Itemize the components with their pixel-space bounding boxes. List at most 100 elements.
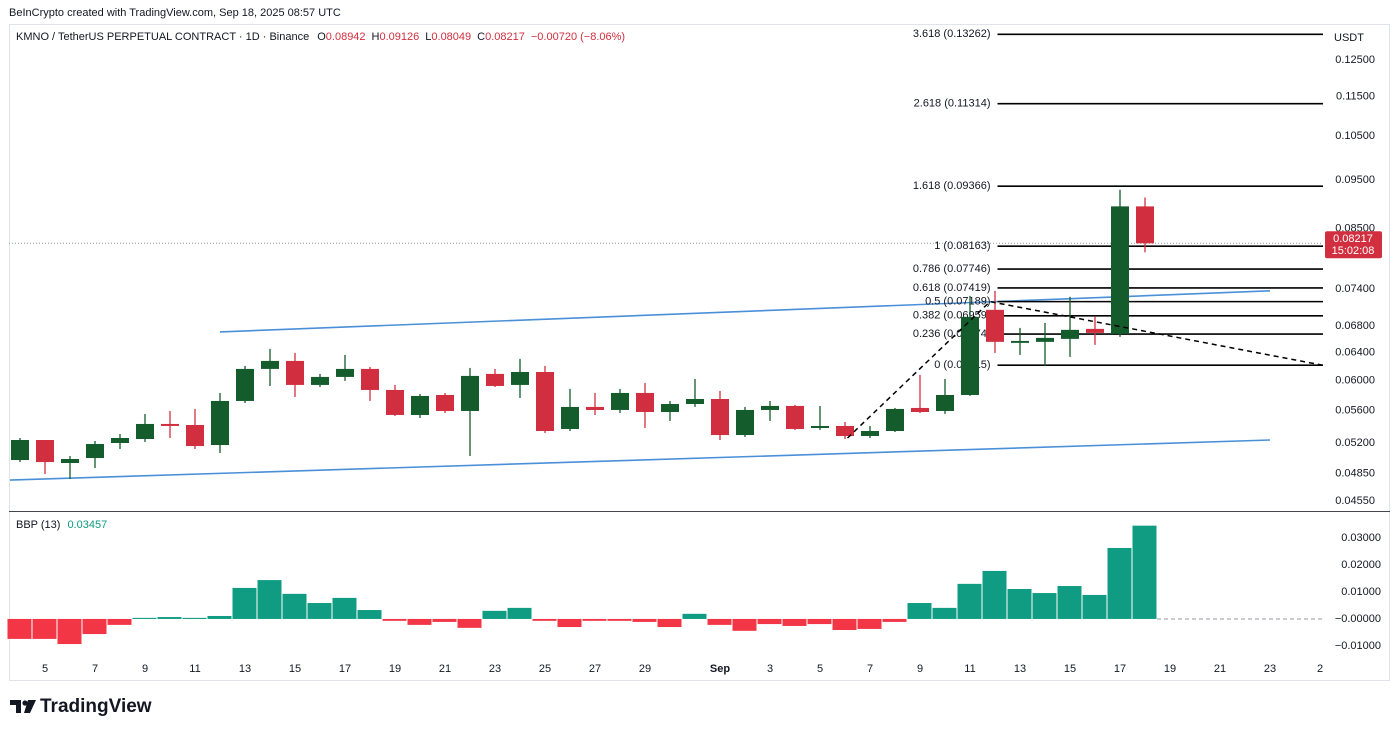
- candle-body: [411, 395, 429, 415]
- x-tick-label: 21: [439, 663, 451, 675]
- frame: [9, 24, 1390, 681]
- x-tick-label: 13: [239, 663, 251, 675]
- x-tick-label: 13: [1014, 663, 1026, 675]
- candle-body: [836, 425, 854, 437]
- bbp-bar: [182, 617, 207, 619]
- bbp-bar: [1057, 586, 1082, 619]
- x-tick-label: 25: [539, 663, 551, 675]
- bbp-tick-label: 0.03000: [1341, 532, 1381, 544]
- x-tick-label: 5: [42, 663, 48, 675]
- candle-body: [111, 438, 129, 444]
- candle-body: [561, 406, 579, 429]
- candle-body: [1036, 337, 1054, 342]
- candle-body: [1136, 206, 1154, 244]
- candle-body: [761, 405, 779, 410]
- bbp-bar: [507, 607, 532, 619]
- fib-label: 0.5 (0.07189): [925, 296, 990, 308]
- candle-body: [186, 425, 204, 447]
- y-tick-label: 0.04550: [1335, 495, 1375, 507]
- bbp-bar: [132, 617, 157, 619]
- bbp-bar: [407, 618, 432, 625]
- bbp-bar: [557, 618, 582, 628]
- bbp-bar: [907, 603, 932, 619]
- bbp-bar: [732, 618, 757, 631]
- candle-body: [311, 376, 329, 385]
- symbol-title: KMNO / TetherUS PERPETUAL CONTRACT · 1D …: [16, 31, 309, 43]
- x-tick-label: 17: [1114, 663, 1126, 675]
- candle-body: [961, 316, 979, 395]
- bbp-bar: [1032, 593, 1057, 619]
- x-tick-label: 9: [142, 663, 148, 675]
- x-tick-label: 2: [1317, 663, 1323, 675]
- change: −0.00720 (−8.06%): [531, 31, 625, 43]
- bbp-bar: [332, 597, 357, 619]
- axis-label: USDT: [1334, 32, 1364, 44]
- fib-label: 0.786 (0.07746): [913, 263, 991, 275]
- ohlc-value: 0.08049: [431, 31, 471, 43]
- y-tick-label: 0.04850: [1335, 467, 1375, 479]
- fib-label: 1 (0.08163): [934, 240, 990, 252]
- bbp-bar: [932, 607, 957, 619]
- candle-body: [911, 407, 929, 412]
- ohlc-value: 0.09126: [380, 31, 420, 43]
- plot: 0.125000.115000.105000.095000.085000.074…: [7, 28, 1382, 675]
- bbp-bar: [957, 583, 982, 619]
- bbp-bar: [1132, 525, 1157, 619]
- candle-body: [286, 360, 304, 385]
- bbp-bar: [832, 618, 857, 631]
- fib-label: 2.618 (0.11314): [914, 98, 991, 110]
- x-tick-label: 19: [1164, 663, 1176, 675]
- bbp-bar: [1107, 547, 1132, 619]
- x-tick-label: 27: [589, 663, 601, 675]
- last-price-box: [1325, 231, 1382, 259]
- candle-body: [711, 398, 729, 436]
- candle-body: [261, 360, 279, 369]
- candle-body: [86, 444, 104, 459]
- bbp-bar: [357, 610, 382, 619]
- logo-icon: [10, 700, 36, 713]
- x-tick-label: 11: [189, 663, 200, 675]
- bbp-bar: [582, 618, 607, 621]
- bbp-bar: [232, 587, 257, 619]
- bbp-bar: [482, 610, 507, 619]
- bbp-legend: BBP (13) 0.03457: [16, 519, 107, 531]
- candle-body: [461, 375, 479, 411]
- ohlc-key: O: [317, 31, 326, 43]
- x-tick-label: 7: [92, 663, 98, 675]
- bbp-tick-label: 0.01000: [1341, 586, 1381, 598]
- trendline: [219, 290, 1271, 333]
- logo-text: TradingView: [40, 696, 152, 717]
- bbp-bar: [1007, 588, 1032, 619]
- x-tick-label: Sep: [710, 663, 730, 675]
- fib-label: 1.618 (0.09366): [913, 180, 991, 192]
- y-tick-label: 0.06000: [1335, 374, 1375, 386]
- y-tick-label: 0.07400: [1335, 283, 1375, 295]
- bbp-bar: [632, 618, 657, 622]
- candle-body: [1111, 206, 1129, 334]
- candle-body: [686, 398, 704, 405]
- countdown: 15:02:08: [1332, 245, 1375, 257]
- bbp-title: BBP (13): [16, 519, 60, 531]
- bbp-bar: [857, 618, 882, 629]
- bbp-tick-label: 0.02000: [1341, 559, 1381, 571]
- candle-body: [1011, 340, 1029, 343]
- bbp-bar: [882, 618, 907, 622]
- bbp-bar: [1082, 594, 1107, 619]
- y-tick-label: 0.11500: [1336, 90, 1375, 102]
- bbp-bar: [757, 618, 782, 625]
- candle-body: [161, 423, 179, 426]
- bbp-bar: [82, 618, 107, 635]
- x-tick-label: 5: [817, 663, 823, 675]
- x-tick-label: 23: [1264, 663, 1276, 675]
- bbp-bar: [307, 603, 332, 619]
- bbp-bar: [782, 618, 807, 626]
- trendline: [9, 439, 1271, 481]
- bbp-bar: [157, 617, 182, 619]
- bbp-bar: [707, 618, 732, 625]
- candle-body: [236, 368, 254, 401]
- dashed-path: [846, 300, 1323, 439]
- ohlc-key: L: [425, 31, 431, 43]
- ohlc-value: 0.08942: [326, 31, 366, 43]
- x-tick-label: 9: [917, 663, 923, 675]
